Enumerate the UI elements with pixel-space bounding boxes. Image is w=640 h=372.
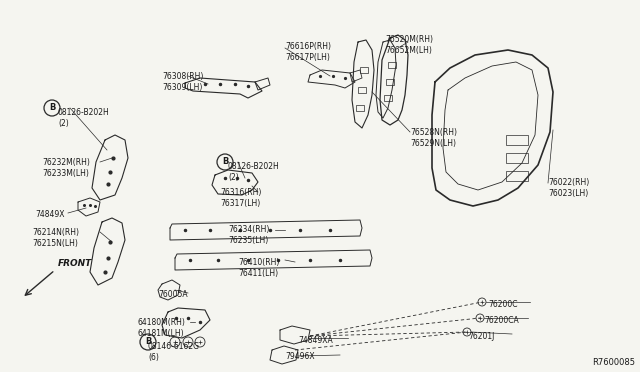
Text: 76214N(RH)
76215N(LH): 76214N(RH) 76215N(LH) xyxy=(32,228,79,248)
Bar xyxy=(360,67,368,73)
Bar xyxy=(388,62,396,68)
Bar xyxy=(384,95,392,101)
Bar xyxy=(506,153,528,163)
Text: 76232M(RH)
76233M(LH): 76232M(RH) 76233M(LH) xyxy=(42,158,90,178)
Text: R7600085: R7600085 xyxy=(592,358,635,367)
Text: B: B xyxy=(222,157,228,167)
Text: FRONT: FRONT xyxy=(58,259,92,268)
Bar xyxy=(386,79,394,85)
Text: 08146-6162G
(6): 08146-6162G (6) xyxy=(148,342,200,362)
Text: 08126-B202H
(2): 08126-B202H (2) xyxy=(58,108,109,128)
Bar xyxy=(356,105,364,111)
Text: 76201J: 76201J xyxy=(468,332,494,341)
Text: 76200CA: 76200CA xyxy=(484,316,519,325)
Text: 08126-B202H
(2): 08126-B202H (2) xyxy=(228,162,280,182)
Text: 76200C: 76200C xyxy=(488,300,518,309)
Text: B: B xyxy=(49,103,55,112)
Text: 76616P(RH)
76617P(LH): 76616P(RH) 76617P(LH) xyxy=(285,42,331,62)
Bar xyxy=(506,135,528,145)
Text: 76528N(RH)
76529N(LH): 76528N(RH) 76529N(LH) xyxy=(410,128,457,148)
Text: 76316(RH)
76317(LH): 76316(RH) 76317(LH) xyxy=(220,188,261,208)
Text: 76410(RH)
76411(LH): 76410(RH) 76411(LH) xyxy=(238,258,280,278)
Text: 76234(RH)
76235(LH): 76234(RH) 76235(LH) xyxy=(228,225,269,245)
Text: 76308(RH)
76309(LH): 76308(RH) 76309(LH) xyxy=(162,72,204,92)
Text: 74849XA: 74849XA xyxy=(298,336,333,345)
Text: 76520M(RH)
76652M(LH): 76520M(RH) 76652M(LH) xyxy=(385,35,433,55)
Text: 76005A: 76005A xyxy=(158,290,188,299)
Text: 74849X: 74849X xyxy=(35,210,65,219)
Text: 64180M(RH)
64181M(LH): 64180M(RH) 64181M(LH) xyxy=(138,318,186,338)
Text: 76022(RH)
76023(LH): 76022(RH) 76023(LH) xyxy=(548,178,589,198)
Bar xyxy=(506,171,528,181)
Text: 79496X: 79496X xyxy=(285,352,315,361)
Bar xyxy=(358,87,366,93)
Text: B: B xyxy=(145,337,151,346)
